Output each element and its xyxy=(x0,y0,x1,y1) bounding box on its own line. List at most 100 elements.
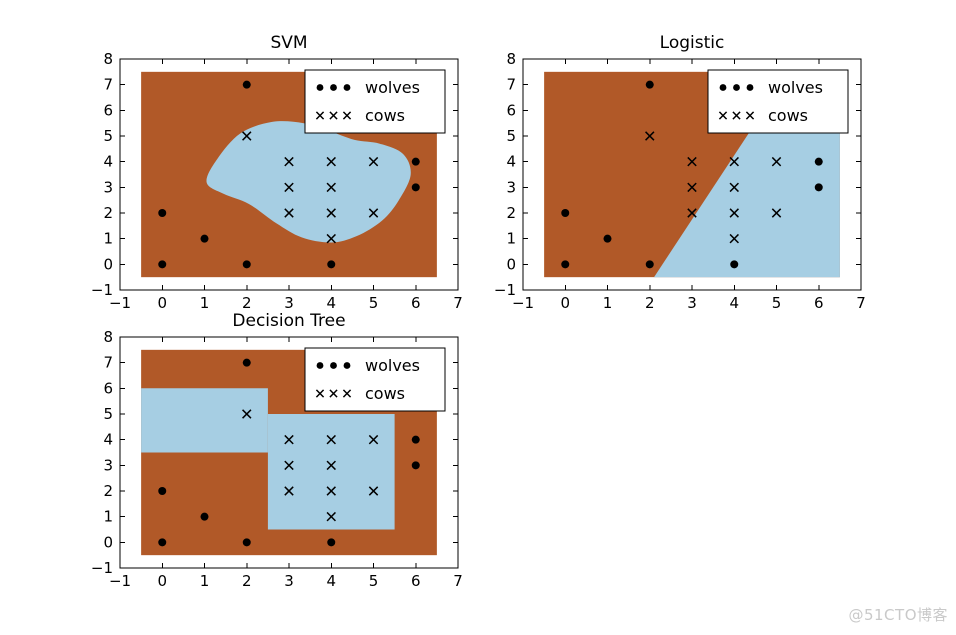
cow-marker xyxy=(368,434,379,445)
cow-marker xyxy=(329,389,338,398)
wolf-marker xyxy=(411,461,420,470)
wolf-marker xyxy=(645,80,654,89)
y-tick-label: −1 xyxy=(91,281,113,299)
cow-marker xyxy=(326,182,336,193)
x-tick-label: 2 xyxy=(242,572,252,590)
cow-marker xyxy=(729,182,739,193)
legend-label-cows: cows xyxy=(768,106,808,125)
cow-marker xyxy=(242,131,252,141)
chart-title: SVM xyxy=(270,33,307,53)
y-tick-label: −1 xyxy=(494,281,516,299)
legend-label-wolves: wolves xyxy=(365,78,420,97)
cow-marker xyxy=(729,233,739,244)
subplot-logistic: −1 0 1 2 3 4 5 6 7 −1 0 1 2 3 4 5 6 7 8 Logistic wolves cows xyxy=(463,30,883,330)
legend-label-cows: cows xyxy=(365,384,405,403)
cow-marker xyxy=(687,208,697,218)
wolf-marker xyxy=(158,209,167,217)
chart-title: Logistic xyxy=(660,33,725,53)
cow-marker xyxy=(368,208,379,218)
y-tick-label: 5 xyxy=(103,405,113,423)
y-tick-label: 1 xyxy=(506,230,516,248)
x-tick-label: 4 xyxy=(326,572,336,590)
wolf-marker xyxy=(730,260,739,269)
x-tick-label: 4 xyxy=(729,294,739,312)
y-tick-label: 4 xyxy=(103,431,113,449)
y-ticks xyxy=(523,58,861,291)
cow-marker xyxy=(242,409,252,419)
wolf-marker xyxy=(411,435,420,444)
watermark: @51CTO博客 xyxy=(848,606,948,624)
wolf-marker xyxy=(200,234,209,243)
wolf-marker xyxy=(330,362,337,369)
y-tick-label: 6 xyxy=(103,379,113,397)
x-tick-label: 1 xyxy=(200,294,210,312)
cow-marker xyxy=(771,156,782,167)
cow-marker xyxy=(329,111,338,120)
cow-marker xyxy=(342,389,352,398)
wolf-marker xyxy=(733,84,740,91)
y-tick-label: 6 xyxy=(103,101,113,119)
wolf-marker xyxy=(343,84,351,91)
wolf-marker xyxy=(814,183,823,192)
x-tick-label: 3 xyxy=(687,294,697,312)
y-tick-label: 3 xyxy=(103,178,113,196)
cow-marker xyxy=(326,434,336,445)
wolf-marker xyxy=(719,84,727,91)
y-tick-label: 0 xyxy=(103,255,113,273)
cow-marker xyxy=(315,111,325,120)
wolf-marker xyxy=(158,487,167,495)
cow-marker xyxy=(645,131,655,141)
y-tick-label: −1 xyxy=(91,559,113,577)
x-ticks xyxy=(119,59,459,290)
y-tick-label: 0 xyxy=(103,533,113,551)
legend: wolves cows xyxy=(304,347,446,412)
cow-marker xyxy=(326,233,336,244)
x-tick-label: 1 xyxy=(603,294,613,312)
y-tick-label: 3 xyxy=(103,456,113,474)
x-tick-label: 7 xyxy=(453,572,463,590)
wolf-marker xyxy=(561,209,570,217)
subplot-svm: −1 0 1 2 3 4 5 6 7 −1 0 1 2 3 4 5 6 7 8 SVM wolves cows xyxy=(60,30,480,330)
legend: wolves cows xyxy=(707,69,849,134)
cow-marker xyxy=(315,389,325,398)
legend-label-wolves: wolves xyxy=(768,78,823,97)
chart-decision-tree: −1 0 1 2 3 4 5 6 7 −1 0 1 2 3 4 5 6 7 8 Decision Tree wolves… xyxy=(91,311,463,590)
legend: wolves cows xyxy=(304,69,446,134)
cow-marker xyxy=(284,486,294,496)
cow-marker xyxy=(284,460,294,471)
cow-marker xyxy=(284,208,294,218)
x-tick-label: 4 xyxy=(326,294,336,312)
x-tick-label: 0 xyxy=(560,294,570,312)
wolf-marker xyxy=(327,538,336,547)
data-points xyxy=(158,358,420,547)
wolf-marker xyxy=(158,538,167,547)
wolf-marker xyxy=(330,84,337,91)
y-tick-label: 2 xyxy=(103,482,113,500)
x-tick-label: 2 xyxy=(645,294,655,312)
data-points xyxy=(561,80,823,269)
x-tick-label: −1 xyxy=(109,294,131,312)
x-tick-label: 5 xyxy=(772,294,782,312)
y-tick-label: 5 xyxy=(506,127,516,145)
wolf-marker xyxy=(645,260,654,269)
x-tick-label: 5 xyxy=(369,572,379,590)
x-tick-label: −1 xyxy=(109,572,131,590)
y-tick-label: 3 xyxy=(506,178,516,196)
cow-marker xyxy=(368,156,379,167)
cow-marker xyxy=(687,156,697,167)
y-ticks xyxy=(120,336,458,569)
y-tick-label: 2 xyxy=(103,204,113,222)
x-ticks xyxy=(522,59,862,290)
cow-marker xyxy=(771,208,782,218)
y-tick-label: 5 xyxy=(103,127,113,145)
y-tick-label: 4 xyxy=(506,153,516,171)
y-tick-label: 7 xyxy=(103,76,113,94)
region-cows xyxy=(267,414,395,530)
x-ticks xyxy=(119,337,459,568)
wolf-marker xyxy=(561,260,570,269)
x-tick-label: 0 xyxy=(157,294,167,312)
y-tick-label: 1 xyxy=(103,230,113,248)
wolf-marker xyxy=(603,234,612,243)
cow-marker xyxy=(326,486,336,496)
